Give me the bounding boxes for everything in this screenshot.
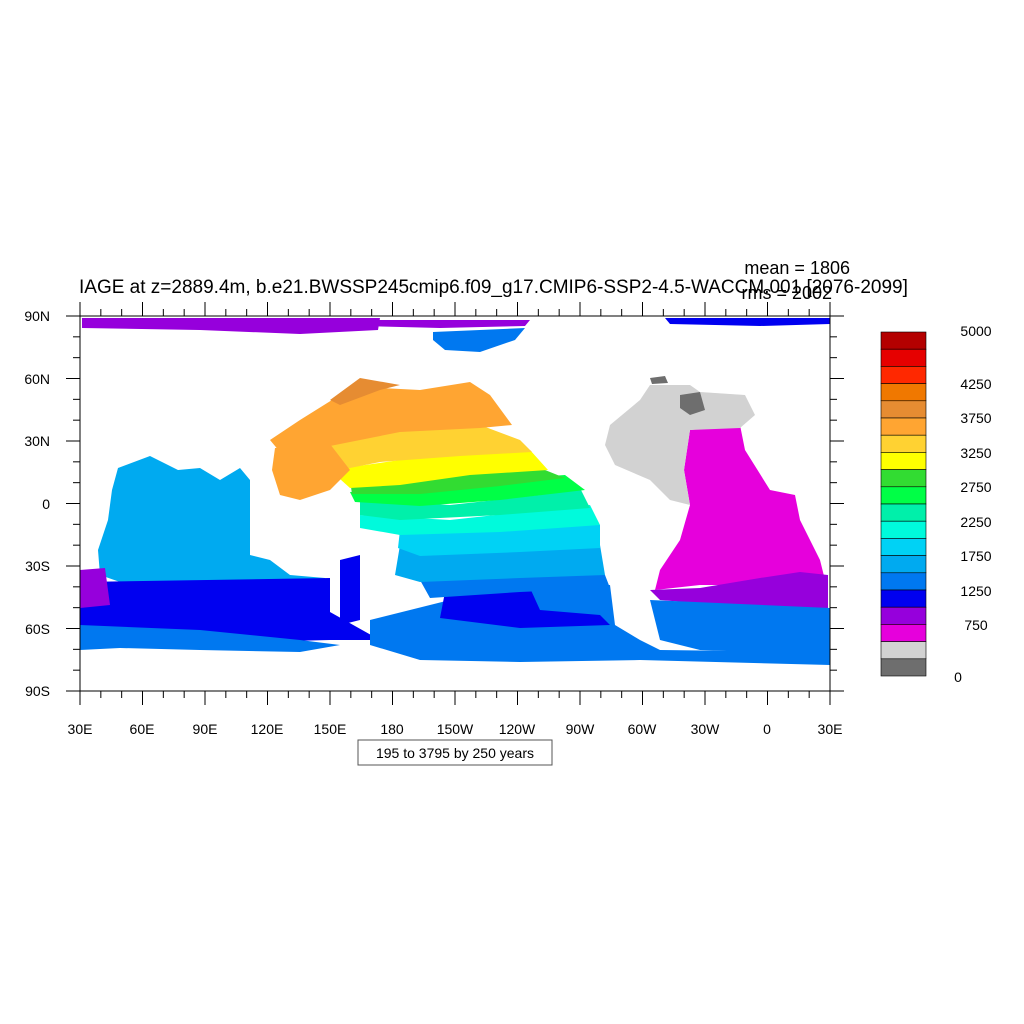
cb-label-2250: 2250 bbox=[960, 514, 991, 530]
lon-label-180: 180 bbox=[380, 721, 404, 737]
colorbar-swatch bbox=[880, 641, 927, 660]
lon-label-90e: 90E bbox=[193, 721, 218, 737]
lon-label-150e: 150E bbox=[314, 721, 347, 737]
colorbar-swatch bbox=[880, 331, 927, 350]
cb-label-1750: 1750 bbox=[960, 548, 991, 564]
lat-axis: 90N 60N 30N 0 30S 60S 90S bbox=[24, 308, 50, 699]
lat-label-eq: 0 bbox=[42, 496, 50, 512]
colorbar-swatch bbox=[880, 434, 927, 453]
colorbar-swatch bbox=[880, 400, 927, 419]
colorbar-swatch bbox=[880, 520, 927, 539]
cb-label-3250: 3250 bbox=[960, 445, 991, 461]
lat-label-30s: 30S bbox=[25, 558, 50, 574]
lon-label-120w: 120W bbox=[499, 721, 536, 737]
colorbar-swatch bbox=[880, 452, 927, 470]
colorbar-swatch bbox=[880, 348, 927, 367]
lon-label-90w: 90W bbox=[566, 721, 596, 737]
lon-label-60e: 60E bbox=[130, 721, 155, 737]
lon-label-150w: 150W bbox=[437, 721, 474, 737]
colorbar-swatch bbox=[880, 658, 927, 677]
rms-stat: rms = 2002 bbox=[741, 283, 832, 303]
cb-label-750: 750 bbox=[964, 617, 988, 633]
colorbar-swatch bbox=[880, 606, 927, 625]
colorbar-swatch bbox=[880, 417, 927, 436]
colorbar-swatch bbox=[880, 538, 927, 556]
contour-info-box bbox=[357, 739, 553, 766]
lat-label-60n: 60N bbox=[24, 371, 50, 387]
colorbar-labels: 5000 4250 3750 3250 2750 2250 1750 1250 … bbox=[954, 323, 992, 685]
lon-label-120e: 120E bbox=[251, 721, 284, 737]
colorbar-swatch bbox=[880, 572, 927, 591]
lat-label-30n: 30N bbox=[24, 433, 50, 449]
lat-label-60s: 60S bbox=[25, 621, 50, 637]
colorbar-swatch bbox=[880, 589, 927, 608]
colorbar-swatch bbox=[880, 469, 927, 488]
cb-label-4250: 4250 bbox=[960, 376, 991, 392]
cb-label-2750: 2750 bbox=[960, 479, 991, 495]
colorbar-swatch bbox=[880, 624, 927, 642]
axis-ticks bbox=[66, 302, 844, 705]
lon-label-30e-east: 30E bbox=[818, 721, 843, 737]
cb-label-1250: 1250 bbox=[960, 583, 991, 599]
colorbar bbox=[880, 331, 927, 677]
map-field bbox=[80, 316, 830, 691]
colorbar-swatch bbox=[880, 503, 927, 522]
lon-label-60w: 60W bbox=[628, 721, 658, 737]
cb-label-3750: 3750 bbox=[960, 410, 991, 426]
lon-label-0: 0 bbox=[763, 721, 771, 737]
lat-label-90n: 90N bbox=[24, 308, 50, 324]
colorbar-swatch bbox=[880, 555, 927, 574]
cb-label-5000: 5000 bbox=[960, 323, 991, 339]
lat-label-90s: 90S bbox=[25, 683, 50, 699]
lon-label-30w: 30W bbox=[691, 721, 721, 737]
contour-info-text: 195 to 3795 by 250 years bbox=[376, 745, 534, 761]
colorbar-swatch bbox=[880, 366, 927, 384]
lon-axis: 30E 60E 90E 120E 150E 180 150W 120W 90W … bbox=[68, 721, 843, 737]
lon-label-30e: 30E bbox=[68, 721, 93, 737]
colorbar-swatch bbox=[880, 383, 927, 402]
cb-label-0: 0 bbox=[954, 669, 962, 685]
mean-stat: mean = 1806 bbox=[744, 258, 850, 278]
colorbar-swatch bbox=[880, 486, 927, 505]
plot-title: IAGE at z=2889.4m, b.e21.BWSSP245cmip6.f… bbox=[79, 277, 908, 298]
